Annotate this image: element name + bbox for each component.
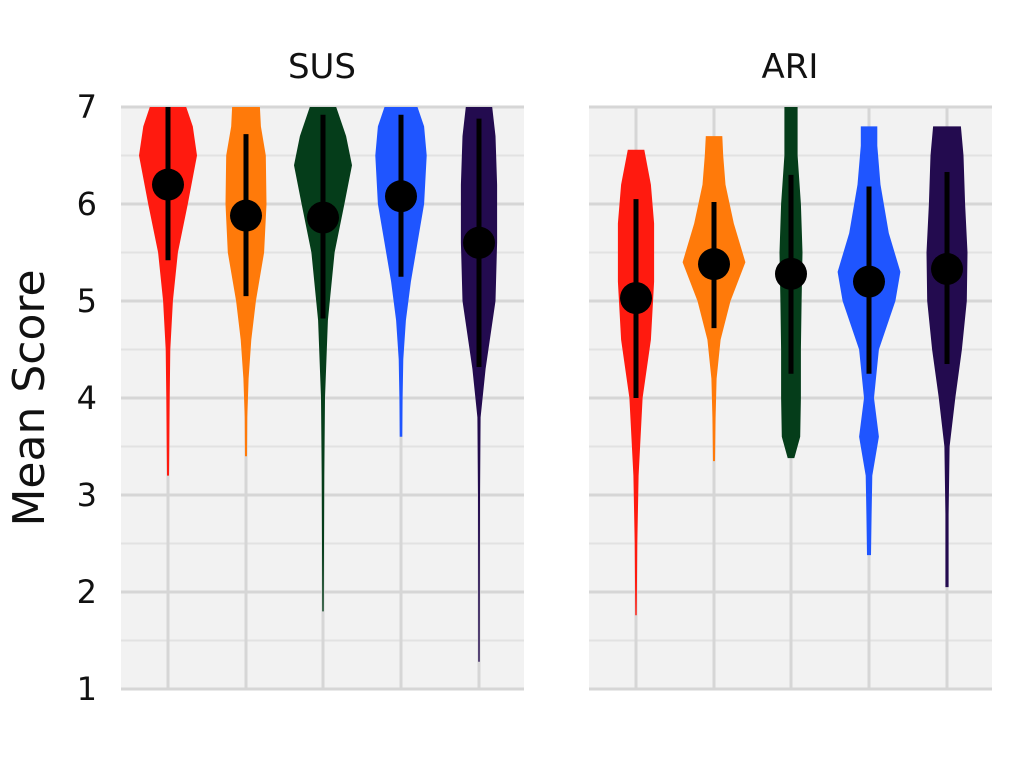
mean-point	[152, 168, 184, 201]
y-tick-label: 5	[77, 282, 97, 320]
panel-ari: ARI	[589, 47, 992, 691]
mean-point	[931, 252, 963, 285]
y-tick-label: 4	[77, 379, 97, 417]
y-axis-tick-labels: 1 2 3 4 5 6 7	[77, 88, 97, 708]
mean-point	[230, 199, 262, 232]
mean-point	[463, 226, 495, 259]
y-tick-label: 6	[77, 185, 97, 223]
panel-sus: SUS	[121, 47, 524, 691]
panel-title-ari: ARI	[762, 47, 819, 87]
mean-point	[307, 201, 339, 234]
violin-body	[294, 107, 352, 612]
violin-body	[139, 107, 197, 476]
y-axis-title: Mean Score	[4, 269, 55, 526]
mean-point	[385, 180, 417, 213]
y-tick-label: 3	[77, 476, 97, 514]
mean-point	[853, 265, 885, 298]
panel-marks	[139, 107, 498, 662]
panel-marks	[617, 107, 968, 616]
y-tick-label: 7	[77, 88, 97, 126]
mean-point	[620, 282, 652, 315]
y-tick-label: 2	[77, 573, 97, 611]
mean-point	[698, 248, 730, 281]
panel-title-sus: SUS	[288, 47, 356, 87]
mean-point	[775, 257, 807, 290]
y-tick-label: 1	[77, 670, 97, 708]
